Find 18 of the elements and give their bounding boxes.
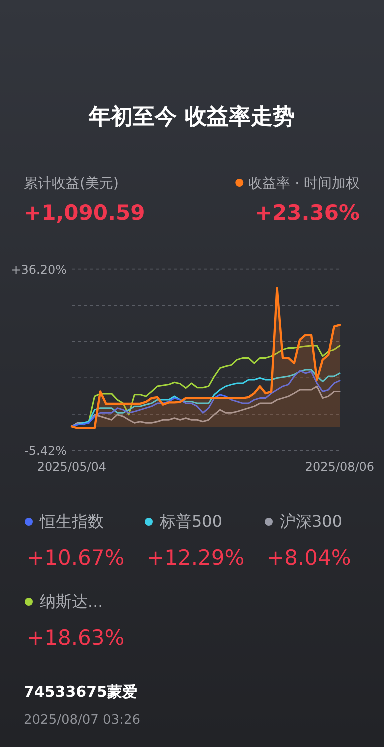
x-tick-label: 2025/05/04 [37, 460, 107, 474]
legend-label: 纳斯达... [40, 592, 104, 611]
text: +10.67% [27, 546, 125, 570]
legend-label: 标普500 [159, 512, 223, 531]
text: 累计收益(美元) [24, 176, 119, 192]
text: +1,090.59 [24, 201, 146, 225]
text: +8.04% [267, 546, 352, 570]
text: 74533675蒙爱 [24, 683, 138, 701]
legend-label: 沪深300 [280, 512, 343, 531]
text: +23.36% [254, 201, 360, 225]
text: +12.29% [147, 546, 245, 570]
chart-title: 年初至今 收益率走势 [88, 104, 295, 130]
text: 2025/08/07 03:26 [24, 713, 141, 728]
legend-label: 恒生指数 [39, 512, 104, 531]
y-tick-label: +36.20% [11, 262, 67, 277]
y-tick-label: -5.42% [24, 444, 67, 458]
text: +18.63% [27, 626, 125, 650]
x-tick-label: 2025/08/06 [305, 460, 375, 474]
